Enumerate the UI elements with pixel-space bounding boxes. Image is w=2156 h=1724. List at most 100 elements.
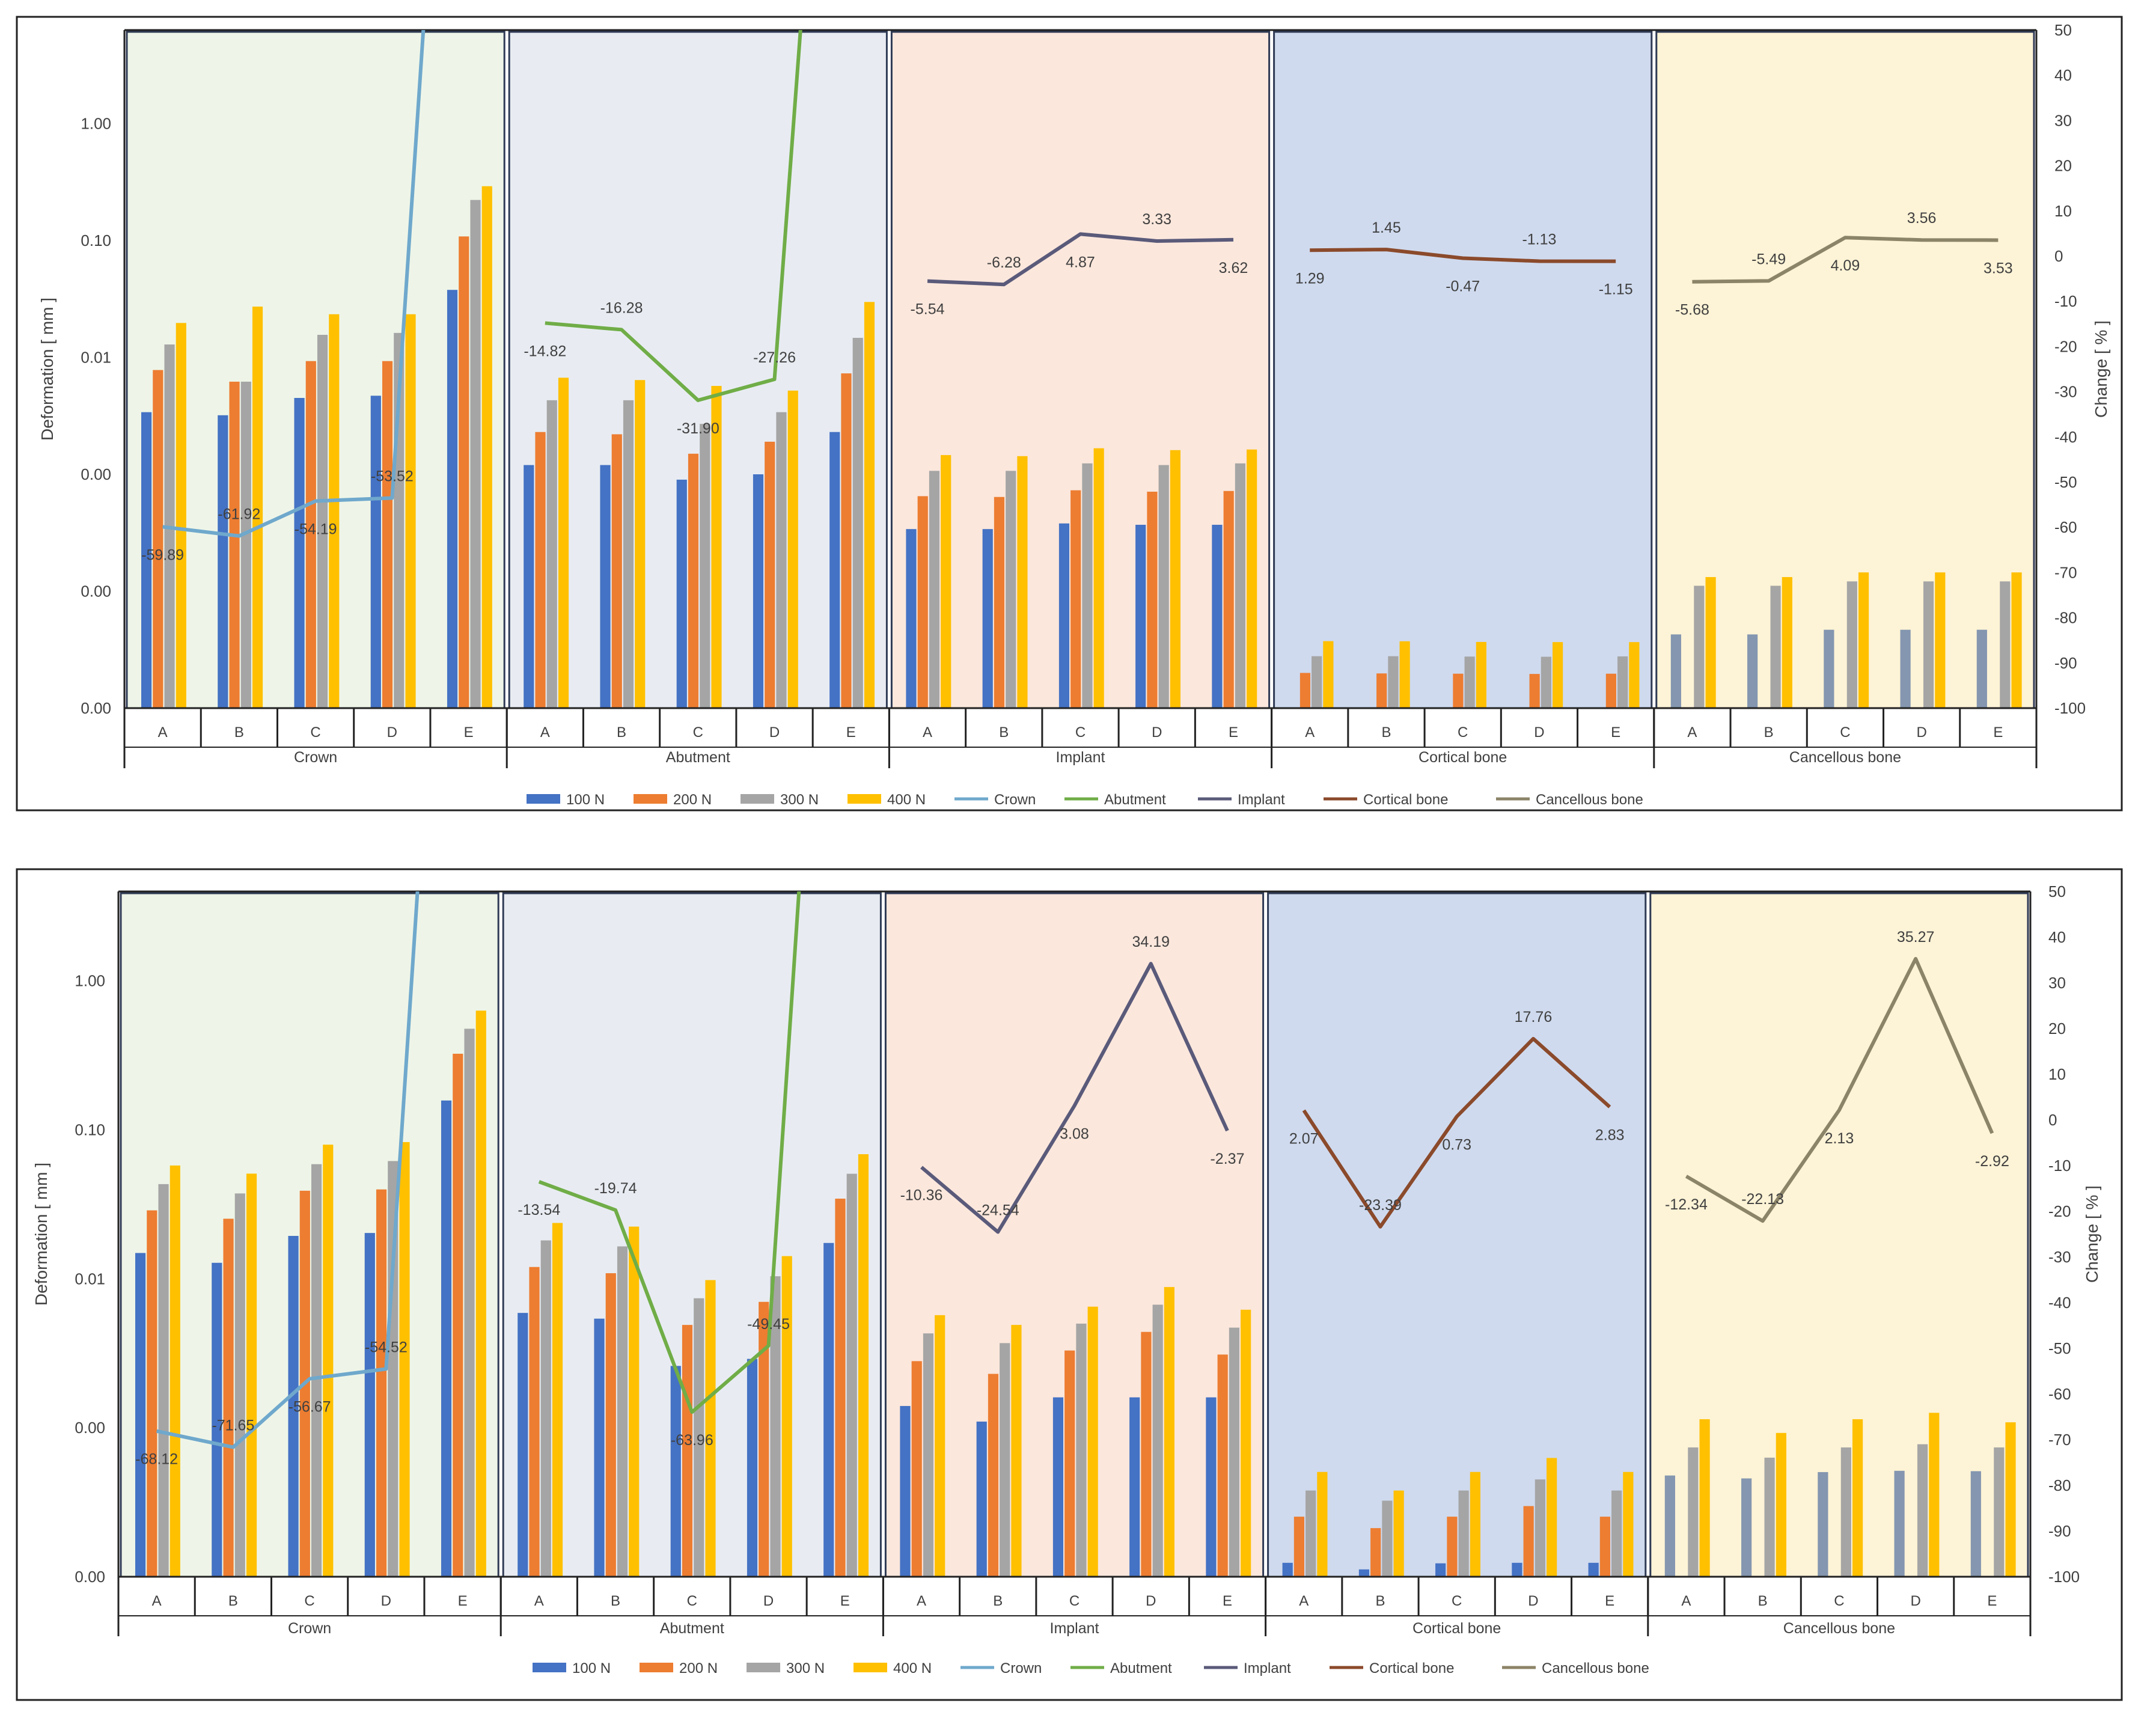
- bar-cortical-bone-E-100N: [1588, 1562, 1599, 1577]
- category-label: B: [999, 724, 1009, 741]
- bar-cortical-bone-B-100N: [1358, 1569, 1370, 1577]
- category-label: A: [1687, 724, 1697, 741]
- y2-tick-label: -10: [2054, 292, 2077, 310]
- category-label: E: [1229, 724, 1238, 741]
- category-label: C: [1452, 1593, 1462, 1609]
- bar-cortical-bone-C-300N: [1464, 656, 1475, 708]
- category-label: B: [1375, 1593, 1385, 1609]
- legend-label: 200 N: [673, 792, 712, 808]
- bar-abutment-E-100N: [829, 432, 840, 708]
- bar-cancellous-bone-B-400N: [1776, 1432, 1786, 1577]
- y2-tick-label: -20: [2048, 1202, 2071, 1220]
- group-label: Crown: [294, 749, 337, 766]
- bar-crown-B-200N: [223, 1218, 234, 1577]
- bar-cancellous-bone-E-300N: [1994, 1447, 2005, 1577]
- bar-cortical-bone-C-200N: [1453, 673, 1464, 708]
- y2-tick-label: 50: [2048, 882, 2066, 900]
- legend-label: 300 N: [780, 792, 819, 808]
- y2-tick-label: -30: [2048, 1248, 2071, 1266]
- bar-abutment-A-300N: [546, 400, 557, 708]
- y2-tick-label: -100: [2054, 699, 2086, 717]
- line-data-label: -63.96: [671, 1432, 713, 1449]
- bar-abutment-B-300N: [617, 1246, 628, 1577]
- line-data-label: -54.19: [295, 521, 337, 538]
- bar-abutment-E-100N: [823, 1243, 834, 1577]
- bar-cortical-bone-D-200N: [1523, 1506, 1534, 1577]
- line-data-label: -12.34: [1665, 1196, 1708, 1213]
- bar-crown-E-400N: [481, 186, 492, 708]
- bar-cancellous-bone-A-400N: [1699, 1419, 1710, 1577]
- line-data-label: -2.37: [1210, 1151, 1244, 1167]
- line-data-label: -59.89: [141, 546, 184, 563]
- legend-label: Cancellous bone: [1536, 792, 1643, 808]
- y2-axis-title: Change [ % ]: [2083, 1185, 2101, 1283]
- y2-tick-label: -70: [2054, 563, 2077, 581]
- line-data-label: 0.73: [1442, 1136, 1471, 1153]
- bar-cancellous-bone-C-300N: [1846, 581, 1857, 708]
- bar-cancellous-bone-D-300N: [1917, 1444, 1928, 1577]
- change-line-implant: [920, 962, 1229, 1234]
- bar-implant-A-100N: [900, 1405, 911, 1577]
- line-data-label: 4.09: [1831, 257, 1860, 274]
- bar-cortical-bone-D-100N: [1512, 1562, 1522, 1577]
- legend-swatch: [741, 794, 774, 804]
- line-data-label: -53.52: [371, 468, 414, 484]
- bar-cortical-bone-E-400N: [1623, 1472, 1634, 1577]
- bar-cortical-bone-B-400N: [1399, 641, 1410, 708]
- bar-abutment-A-200N: [535, 432, 546, 708]
- bars-layer: [141, 186, 2022, 708]
- bar-implant-D-300N: [1158, 465, 1169, 708]
- category-label: C: [310, 724, 320, 741]
- y2-tick-label: -30: [2054, 383, 2077, 401]
- y-tick-label: 0.00: [75, 1568, 105, 1586]
- line-data-label: -14.82: [524, 343, 566, 359]
- category-label: A: [923, 724, 932, 741]
- bar-abutment-E-300N: [852, 338, 863, 708]
- bar-implant-C-200N: [1064, 1350, 1075, 1577]
- group-label: Crown: [288, 1620, 331, 1637]
- line-data-label: -5.49: [1751, 251, 1786, 267]
- bar-cortical-bone-B-300N: [1382, 1500, 1393, 1577]
- bar-implant-B-300N: [1000, 1343, 1010, 1577]
- bar-cortical-bone-C-200N: [1447, 1517, 1458, 1577]
- bar-crown-C-300N: [311, 1164, 322, 1577]
- legend-swatch: [747, 1663, 780, 1672]
- line-data-label: -10.36: [900, 1187, 943, 1204]
- category-label: D: [381, 1593, 391, 1609]
- bar-cortical-bone-A-200N: [1299, 673, 1311, 708]
- bar-abutment-B-400N: [635, 380, 646, 708]
- bar-cancellous-bone-B-100N: [1741, 1478, 1752, 1577]
- bar-cancellous-bone-C-300N: [1840, 1447, 1851, 1577]
- y2-tick-label: -100: [2048, 1568, 2080, 1586]
- bar-crown-E-400N: [475, 1010, 486, 1577]
- bar-abutment-E-400N: [858, 1154, 869, 1577]
- bar-crown-A-400N: [169, 1165, 180, 1577]
- change-line-abutment: [545, 30, 802, 402]
- y2-tick-label: -90: [2054, 654, 2077, 672]
- line-data-label: 2.07: [1289, 1130, 1319, 1147]
- y2-tick-label: -60: [2048, 1385, 2071, 1403]
- line-data-label: -24.54: [977, 1202, 1019, 1219]
- chart-2: 0.00 0.00 0.01 0.10 1.00 50 40 30 20 10 0 -10 -20 -30…: [16, 868, 2123, 1701]
- category-label: A: [1305, 724, 1315, 741]
- group-label: Implant: [1050, 1620, 1099, 1637]
- line-data-label: -13.54: [518, 1202, 560, 1218]
- bar-implant-C-300N: [1082, 463, 1093, 708]
- bar-abutment-D-300N: [776, 412, 787, 708]
- category-label: E: [1605, 1593, 1614, 1609]
- change-line-cancellous-bone: [1692, 236, 1999, 284]
- bar-implant-B-400N: [1017, 456, 1028, 708]
- category-label: E: [1611, 724, 1620, 741]
- chart-1: 0.00 0.00 0.00 0.01 0.10 1.00 50 40 30 20 10 0 -10 -2…: [16, 16, 2123, 812]
- bar-cancellous-bone-D-100N: [1900, 629, 1911, 708]
- category-label: A: [917, 1593, 926, 1609]
- legend-swatch: [533, 1663, 566, 1672]
- bar-abutment-C-300N: [700, 424, 710, 708]
- bar-implant-B-100N: [982, 529, 993, 708]
- bar-implant-D-200N: [1147, 491, 1158, 708]
- bar-cortical-bone-E-200N: [1605, 673, 1616, 708]
- category-label: C: [1834, 1593, 1844, 1609]
- bar-crown-E-300N: [464, 1029, 475, 1577]
- y2-tick-label: 0: [2054, 247, 2063, 265]
